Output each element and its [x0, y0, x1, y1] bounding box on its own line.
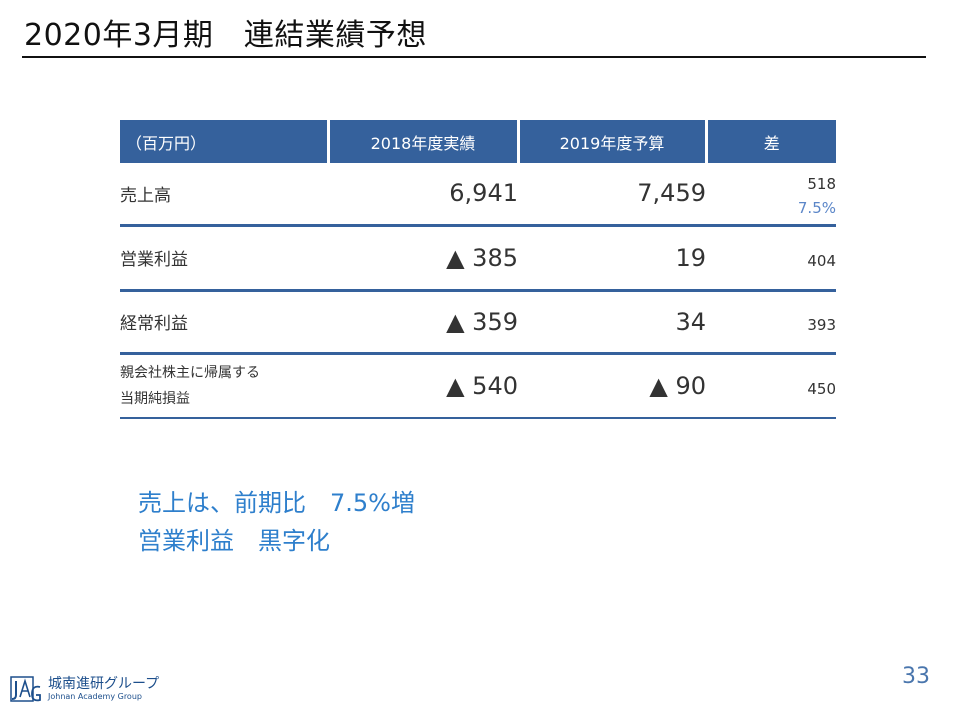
ordinary-profit-2019-budget: 34 [518, 290, 706, 355]
net-income-diff-value: 450 [807, 379, 836, 398]
ordinary-profit-diff-cell: 393 [706, 290, 836, 355]
sales-diff-percent: 7.5% [797, 199, 836, 218]
slide-title: 2020年3月期 連結業績予想 [24, 18, 427, 53]
operating-profit-diff-value: 404 [807, 251, 836, 270]
header-2018-actual: 2018年度実績 [326, 120, 518, 163]
sales-diff-value: 518 [807, 175, 836, 194]
logo-mark-icon [10, 676, 41, 702]
row-label-net-income: 親会社株主に帰属する 当期純損益 [120, 353, 328, 419]
net-income-2018-actual: ▲ 540 [328, 353, 518, 419]
net-income-label-line1: 親会社株主に帰属する [120, 364, 260, 381]
header-unit: （百万円） [120, 120, 328, 163]
table-row-ordinary-profit: 経常利益 ▲ 359 34 393 [120, 290, 836, 355]
operating-profit-2018-actual: ▲ 385 [328, 225, 518, 292]
row-label-ordinary-profit: 経常利益 [120, 290, 328, 355]
sales-2018-actual: 6,941 [328, 163, 518, 227]
header-difference: 差 [704, 120, 836, 163]
table-row-sales: 売上高 6,941 7,459 518 7.5% [120, 163, 836, 227]
summary-line-sales: 売上は、前期比 7.5%増 [138, 489, 415, 517]
summary-line-operating-profit: 営業利益 黒字化 [138, 527, 330, 555]
summary-text: 売上は、前期比 7.5%増 営業利益 黒字化 [138, 484, 415, 560]
forecast-table: （百万円） 2018年度実績 2019年度予算 差 売上高 6,941 7,45… [120, 120, 836, 419]
sales-diff-cell: 518 7.5% [706, 163, 836, 227]
title-underline [22, 56, 926, 58]
net-income-2019-budget: ▲ 90 [518, 353, 706, 419]
ordinary-profit-diff-value: 393 [807, 315, 836, 334]
table-row-net-income: 親会社株主に帰属する 当期純損益 ▲ 540 ▲ 90 450 [120, 353, 836, 419]
row-label-operating-profit: 営業利益 [120, 225, 328, 292]
header-2019-budget: 2019年度予算 [516, 120, 706, 163]
page-number: 33 [902, 664, 930, 689]
logo-name: 城南進研グループ [48, 676, 160, 692]
ordinary-profit-2018-actual: ▲ 359 [328, 290, 518, 355]
table-row-operating-profit: 営業利益 ▲ 385 19 404 [120, 225, 836, 292]
net-income-label-line2: 当期純損益 [120, 390, 190, 407]
company-logo: 城南進研グループ Johnan Academy Group [10, 673, 180, 707]
net-income-diff-cell: 450 [706, 353, 836, 419]
logo-subtitle: Johnan Academy Group [48, 692, 142, 701]
table-header-row: （百万円） 2018年度実績 2019年度予算 差 [120, 120, 836, 163]
operating-profit-diff-cell: 404 [706, 225, 836, 292]
operating-profit-2019-budget: 19 [518, 225, 706, 292]
sales-2019-budget: 7,459 [518, 163, 706, 227]
row-label-sales: 売上高 [120, 163, 328, 227]
